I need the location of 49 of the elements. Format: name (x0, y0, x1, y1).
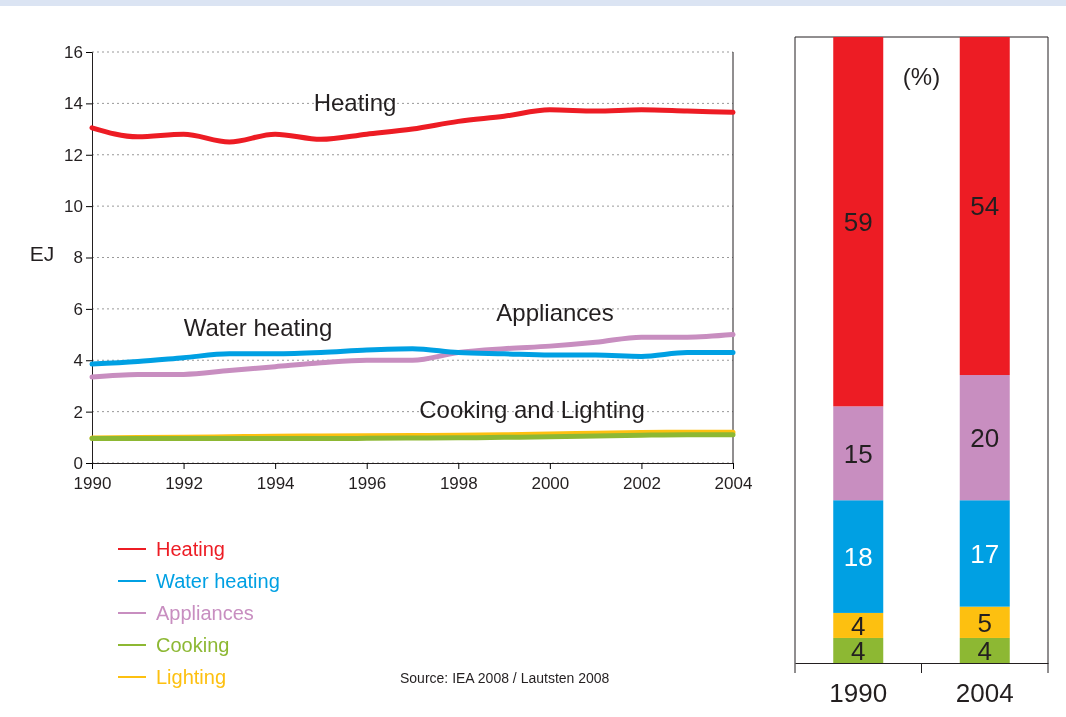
bar (959, 500, 1010, 607)
bar (959, 606, 1010, 638)
annotation: Heating (313, 89, 397, 117)
x-tick-label: 2004 (714, 474, 753, 493)
source-note: Source: IEA 2008 / Lautsten 2008 (400, 670, 610, 686)
x-tick-label: 2002 (623, 474, 661, 493)
bar (959, 37, 1010, 376)
x-tick-label: 1994 (256, 474, 295, 493)
y-tick-label: 12 (64, 145, 83, 165)
data-label: 18 (843, 541, 873, 572)
x-tick-label: 2004 (955, 678, 1014, 709)
bar (959, 375, 1010, 501)
x-tick-label: 1990 (73, 474, 112, 493)
y-tick-label: 4 (73, 351, 83, 371)
x-tick-label: 2000 (531, 474, 570, 493)
data-label: 17 (970, 538, 1000, 569)
bar (833, 37, 884, 407)
bar (833, 500, 884, 613)
legend-label: Appliances (156, 602, 254, 624)
y-tick-label: 0 (73, 453, 83, 473)
data-label: 4 (977, 635, 992, 666)
legend-label: Cooking (156, 634, 230, 656)
y-axis-title: EJ (29, 241, 55, 265)
legend-label: Lighting (156, 666, 227, 688)
bar (833, 612, 884, 638)
x-tick-label: 1990 (829, 678, 888, 709)
y-tick-label: 6 (73, 299, 83, 319)
x-tick-label: 1998 (439, 474, 478, 493)
x-tick-label: 1992 (165, 474, 203, 493)
data-label: 59 (843, 207, 873, 238)
y-tick-label: 16 (64, 42, 83, 62)
data-label: 20 (970, 423, 1000, 453)
data-label: 5 (977, 607, 992, 638)
legend-label: Water heating (156, 570, 280, 592)
bar (833, 406, 884, 501)
bar (959, 637, 1010, 663)
data-label: 54 (970, 191, 1000, 222)
legend-label: Heating (156, 538, 225, 560)
y-tick-label: 10 (64, 197, 83, 217)
y-tick-label: 14 (64, 94, 83, 114)
bar (833, 637, 884, 663)
y-tick-label: 2 (73, 402, 83, 422)
annotation: Water heating (183, 314, 333, 342)
y-tick-label: 8 (73, 248, 83, 268)
annotation: Cooking and Lighting (419, 396, 645, 424)
x-tick-label: 1996 (348, 474, 387, 493)
annotation: Appliances (496, 299, 614, 327)
data-label: 15 (843, 438, 873, 469)
y-axis-title: (%) (902, 63, 941, 91)
